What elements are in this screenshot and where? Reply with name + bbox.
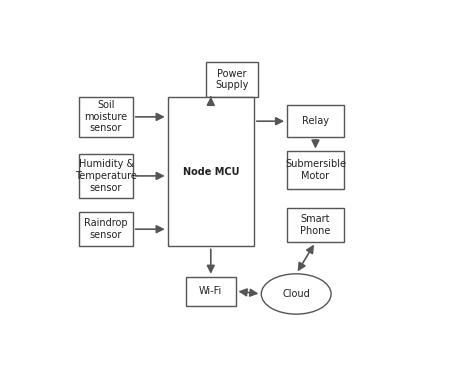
Bar <box>168 97 254 246</box>
Text: Smart
Phone: Smart Phone <box>301 214 331 236</box>
Bar <box>206 62 258 97</box>
Text: Node MCU: Node MCU <box>182 166 239 177</box>
Text: Submersible
Motor: Submersible Motor <box>285 159 346 181</box>
Bar <box>80 154 133 197</box>
Text: Wi-Fi: Wi-Fi <box>199 286 222 296</box>
Text: Cloud: Cloud <box>283 289 310 299</box>
Text: Raindrop
sensor: Raindrop sensor <box>84 218 128 240</box>
Ellipse shape <box>261 274 331 314</box>
Bar <box>80 97 133 137</box>
Text: Power
Supply: Power Supply <box>215 69 248 90</box>
Text: Soil
moisture
sensor: Soil moisture sensor <box>84 100 128 134</box>
Bar <box>287 105 344 137</box>
Bar <box>287 208 344 242</box>
Text: Relay: Relay <box>302 116 329 126</box>
Bar <box>186 277 236 306</box>
Text: Humidity &
Temperature
sensor: Humidity & Temperature sensor <box>75 159 137 193</box>
Bar <box>80 212 133 246</box>
Bar <box>287 151 344 189</box>
